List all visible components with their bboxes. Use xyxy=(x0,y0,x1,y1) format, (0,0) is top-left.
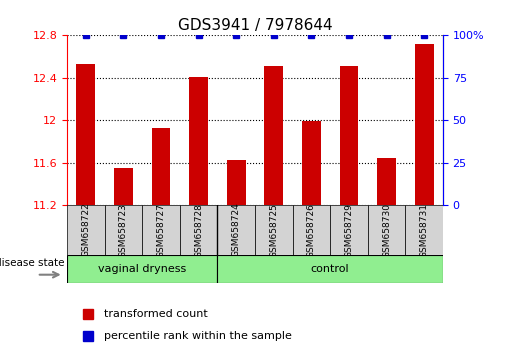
Text: GSM658730: GSM658730 xyxy=(382,202,391,258)
FancyBboxPatch shape xyxy=(293,205,330,255)
Bar xyxy=(189,77,208,205)
Bar xyxy=(302,121,321,205)
Text: vaginal dryness: vaginal dryness xyxy=(98,264,186,274)
FancyBboxPatch shape xyxy=(105,205,142,255)
Text: disease state: disease state xyxy=(0,258,65,268)
Text: GSM658724: GSM658724 xyxy=(232,203,241,257)
Bar xyxy=(114,168,133,205)
Text: GSM658727: GSM658727 xyxy=(157,202,165,258)
Bar xyxy=(339,66,358,205)
FancyBboxPatch shape xyxy=(255,205,293,255)
Text: transformed count: transformed count xyxy=(104,309,208,319)
FancyBboxPatch shape xyxy=(67,205,105,255)
Bar xyxy=(227,160,246,205)
Title: GDS3941 / 7978644: GDS3941 / 7978644 xyxy=(178,18,332,33)
Text: GSM658723: GSM658723 xyxy=(119,202,128,258)
Bar xyxy=(264,66,283,205)
Text: GSM658726: GSM658726 xyxy=(307,202,316,258)
FancyBboxPatch shape xyxy=(180,205,217,255)
FancyBboxPatch shape xyxy=(330,205,368,255)
Text: GSM658725: GSM658725 xyxy=(269,202,278,258)
Text: GSM658728: GSM658728 xyxy=(194,202,203,258)
Text: GSM658731: GSM658731 xyxy=(420,202,428,258)
FancyBboxPatch shape xyxy=(67,255,217,283)
FancyBboxPatch shape xyxy=(142,205,180,255)
FancyBboxPatch shape xyxy=(405,205,443,255)
Bar xyxy=(151,128,170,205)
Text: control: control xyxy=(311,264,349,274)
Bar xyxy=(415,44,434,205)
Text: GSM658722: GSM658722 xyxy=(81,203,90,257)
Bar xyxy=(76,64,95,205)
FancyBboxPatch shape xyxy=(217,205,255,255)
Text: GSM658729: GSM658729 xyxy=(345,202,353,258)
Bar xyxy=(377,158,396,205)
FancyBboxPatch shape xyxy=(368,205,405,255)
Text: percentile rank within the sample: percentile rank within the sample xyxy=(104,331,292,341)
FancyBboxPatch shape xyxy=(217,255,443,283)
